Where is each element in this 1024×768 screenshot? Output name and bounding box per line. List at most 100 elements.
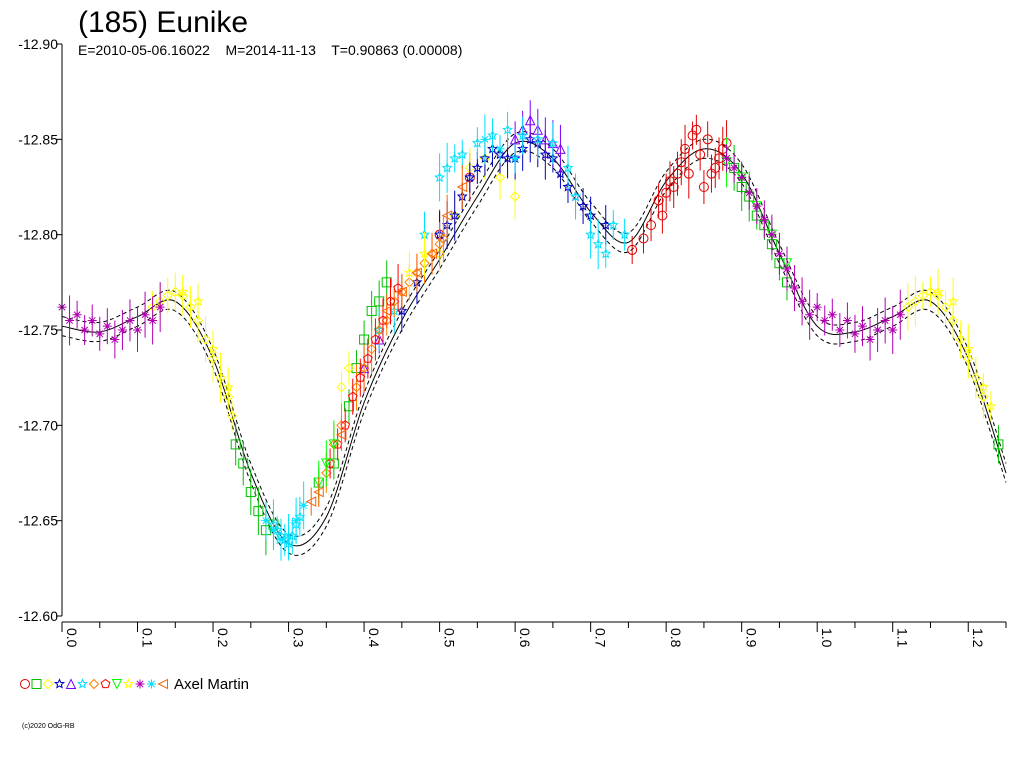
data-point bbox=[698, 182, 709, 192]
data-point bbox=[389, 296, 400, 307]
data-point bbox=[668, 182, 679, 192]
data-point bbox=[947, 295, 959, 307]
data-point bbox=[993, 439, 1004, 450]
data-point bbox=[396, 286, 407, 298]
data-point bbox=[502, 123, 514, 135]
data-point bbox=[562, 162, 574, 173]
data-point bbox=[895, 310, 905, 320]
copyright-credit: (c)2020 OdG-RB bbox=[22, 723, 75, 730]
data-point bbox=[638, 233, 649, 244]
series-9 bbox=[313, 137, 793, 505]
data-point bbox=[524, 114, 536, 126]
data-point bbox=[646, 220, 657, 231]
data-point bbox=[737, 172, 747, 182]
y-tick-label: -12.80 bbox=[18, 227, 58, 243]
x-tick-label: 0.0 bbox=[64, 628, 80, 648]
data-point bbox=[932, 286, 944, 297]
legend bbox=[20, 678, 168, 690]
y-tick-label: -12.85 bbox=[18, 131, 58, 147]
data-point bbox=[65, 315, 75, 325]
data-point bbox=[222, 381, 234, 392]
series-2 bbox=[230, 144, 1004, 556]
x-tick-label: 0.7 bbox=[593, 628, 609, 648]
data-point bbox=[695, 149, 706, 160]
series-10 bbox=[177, 231, 997, 422]
x-tick-label: 0.9 bbox=[744, 628, 760, 648]
legend-marker bbox=[88, 678, 100, 690]
data-point bbox=[812, 302, 822, 312]
data-point bbox=[355, 372, 366, 382]
data-point bbox=[72, 310, 82, 320]
legend-marker bbox=[42, 678, 54, 690]
data-point bbox=[335, 429, 347, 441]
data-point bbox=[305, 496, 317, 507]
legend-marker bbox=[147, 679, 156, 689]
series-11 bbox=[57, 144, 905, 361]
data-point bbox=[441, 162, 453, 173]
series-1 bbox=[434, 114, 732, 264]
x-tick-label: 1.1 bbox=[895, 628, 911, 648]
data-point bbox=[805, 310, 815, 320]
data-point bbox=[253, 506, 264, 517]
y-tick-label: -12.75 bbox=[18, 322, 58, 338]
data-point bbox=[418, 247, 431, 259]
data-point bbox=[940, 301, 951, 313]
y-tick-label: -12.90 bbox=[18, 36, 58, 52]
data-point bbox=[268, 525, 278, 535]
data-point bbox=[215, 372, 226, 383]
data-point bbox=[782, 264, 792, 274]
data-point bbox=[381, 277, 392, 288]
x-tick-label: 0.5 bbox=[442, 628, 458, 648]
data-point bbox=[687, 130, 698, 141]
data-point bbox=[744, 188, 754, 198]
data-point bbox=[653, 195, 664, 206]
y-tick-label: -12.70 bbox=[18, 417, 58, 433]
x-tick-label: 0.2 bbox=[215, 628, 231, 648]
legend-marker bbox=[53, 678, 66, 689]
data-point bbox=[585, 228, 597, 240]
legend-marker bbox=[65, 678, 77, 689]
data-point bbox=[547, 137, 559, 148]
data-point bbox=[532, 133, 544, 145]
data-point bbox=[373, 324, 385, 336]
data-point bbox=[627, 244, 638, 255]
data-points-layer bbox=[57, 100, 1004, 561]
data-point bbox=[977, 381, 989, 392]
data-point bbox=[767, 230, 777, 240]
data-point bbox=[411, 267, 422, 279]
data-point bbox=[125, 315, 135, 325]
data-point bbox=[271, 524, 283, 535]
data-point bbox=[343, 362, 355, 374]
axes: -12.90 -12.85 -12.80 -12.75 -12.70 -12.65 -12.… bbox=[18, 36, 1007, 648]
data-point bbox=[286, 530, 298, 541]
data-point bbox=[366, 305, 377, 316]
data-point bbox=[133, 325, 143, 335]
model-envelope-upper bbox=[61, 131, 1007, 537]
data-point bbox=[245, 487, 256, 498]
x-tick-label: 0.6 bbox=[517, 628, 533, 648]
legend-marker bbox=[135, 679, 145, 689]
data-point bbox=[607, 219, 619, 230]
model-curve-layer bbox=[61, 131, 1007, 556]
x-tick-label: 0.4 bbox=[366, 628, 382, 648]
x-tick-label: 1.0 bbox=[819, 628, 835, 648]
x-tick-label: 1.2 bbox=[970, 628, 986, 648]
data-point bbox=[426, 248, 438, 260]
y-tick-label: -12.60 bbox=[18, 608, 58, 624]
legend-marker bbox=[111, 679, 123, 690]
data-point bbox=[661, 187, 672, 198]
data-point bbox=[321, 458, 332, 470]
data-point bbox=[261, 516, 271, 526]
data-point bbox=[313, 486, 324, 498]
data-point bbox=[148, 315, 158, 325]
data-point bbox=[774, 249, 784, 259]
data-point bbox=[381, 305, 392, 317]
data-point bbox=[192, 295, 204, 307]
data-point bbox=[752, 201, 762, 211]
data-point bbox=[910, 296, 921, 307]
data-point bbox=[441, 210, 453, 221]
data-point bbox=[842, 315, 852, 325]
data-point bbox=[185, 301, 196, 313]
data-point bbox=[343, 401, 354, 412]
